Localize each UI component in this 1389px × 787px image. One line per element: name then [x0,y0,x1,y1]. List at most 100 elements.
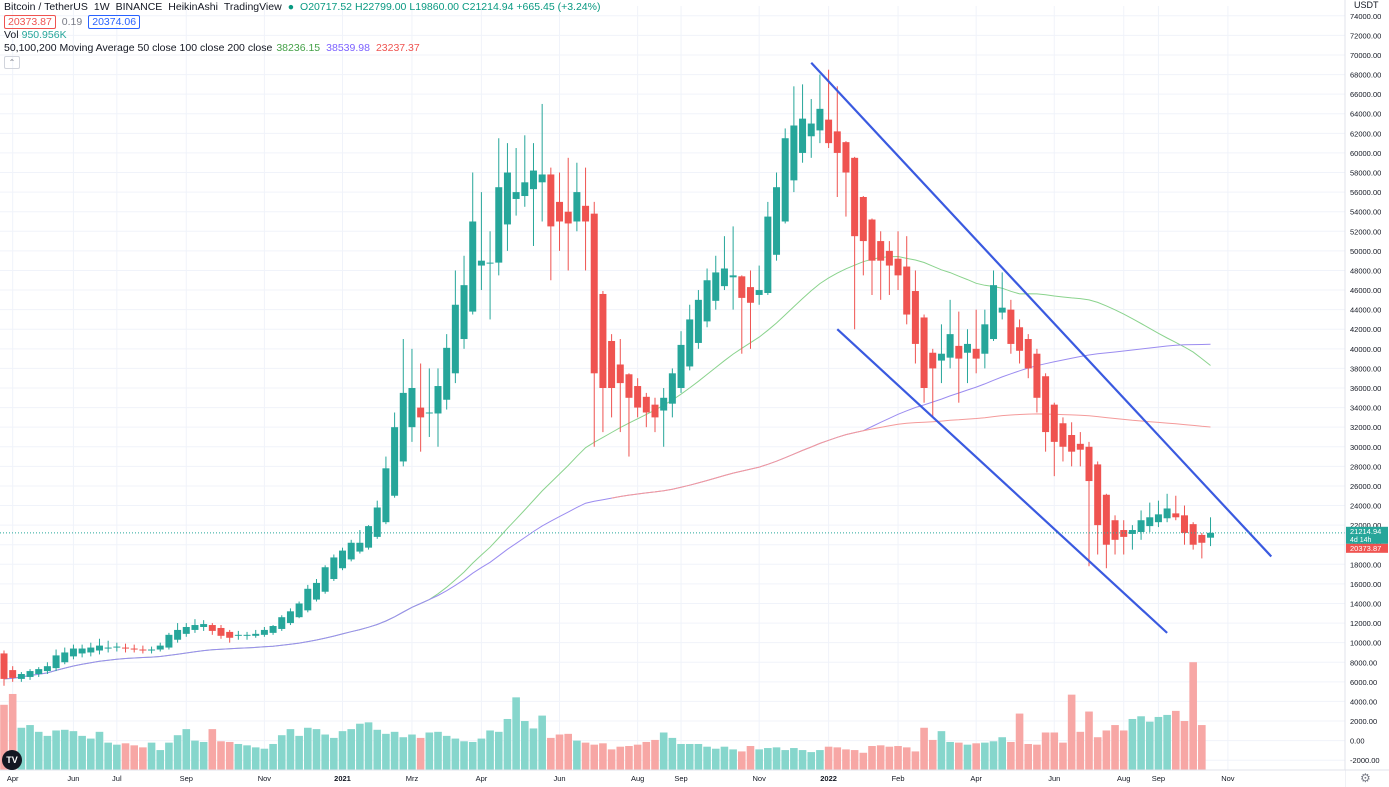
candle-body[interactable] [729,275,737,278]
candle-body[interactable] [226,631,234,638]
candle-body[interactable] [61,652,69,663]
candle-body[interactable] [929,352,937,369]
candle-body[interactable] [755,290,763,295]
candle-body[interactable] [859,197,867,242]
candle-body[interactable] [339,550,347,569]
candle-body[interactable] [894,258,902,276]
candle-body[interactable] [660,397,668,411]
candle-body[interactable] [78,648,86,654]
tradingview-logo-icon[interactable]: TV [2,750,22,770]
candle-body[interactable] [1068,435,1076,452]
candle-body[interactable] [1007,309,1015,344]
candle-body[interactable] [781,138,789,222]
candle-body[interactable] [538,174,546,183]
candle-body[interactable] [208,625,216,631]
candle-body[interactable] [625,374,633,398]
candle-body[interactable] [0,653,8,679]
candle-body[interactable] [1111,520,1119,540]
candle-body[interactable] [972,348,980,359]
candle-body[interactable] [52,655,60,669]
candle-body[interactable] [990,285,998,340]
candle-body[interactable] [286,611,294,624]
candle-body[interactable] [556,201,564,222]
candle-body[interactable] [651,404,659,418]
candle-body[interactable] [122,647,130,649]
candle-body[interactable] [443,347,451,400]
candle-body[interactable] [529,170,537,190]
candle-body[interactable] [842,142,850,173]
candle-body[interactable] [165,634,173,648]
candle-body[interactable] [104,647,112,649]
candle-body[interactable] [955,345,963,359]
candle-body[interactable] [807,123,815,137]
candle-body[interactable] [330,557,338,579]
candle-body[interactable] [1024,339,1032,369]
candle-body[interactable] [95,645,103,651]
candle-body[interactable] [616,364,624,384]
candle-body[interactable] [469,221,477,312]
candle-body[interactable] [1163,508,1171,519]
candle-body[interactable] [1154,514,1162,523]
candle-body[interactable] [425,412,433,414]
candle-body[interactable] [477,260,485,266]
candle-body[interactable] [1042,376,1050,433]
candle-body[interactable] [920,317,928,388]
candle-body[interactable] [712,272,720,301]
candle-body[interactable] [564,211,572,224]
candle-body[interactable] [87,647,95,653]
candle-body[interactable] [911,291,919,344]
candle-body[interactable] [399,392,407,462]
candle-body[interactable] [234,634,242,636]
candle-body[interactable] [1076,443,1084,450]
candle-body[interactable] [1172,513,1180,518]
settings-gear-icon[interactable]: ⚙ [1360,771,1371,785]
trendline-lower[interactable] [836,328,1168,634]
candle-body[interactable] [174,629,182,640]
candle-body[interactable] [1094,464,1102,526]
candle-body[interactable] [182,626,190,634]
candle-body[interactable] [799,118,807,153]
candle-body[interactable] [17,674,25,679]
candle-body[interactable] [937,353,945,361]
candle-body[interactable] [312,582,320,600]
candle-body[interactable] [1198,534,1206,543]
candle-body[interactable] [495,187,503,263]
candle-body[interactable] [321,567,329,592]
candle-body[interactable] [417,407,425,418]
candle-body[interactable] [521,182,529,197]
candle-body[interactable] [790,125,798,181]
trendline-upper[interactable] [810,62,1273,558]
candle-body[interactable] [486,262,494,264]
candle-body[interactable] [9,670,17,678]
candle-body[interactable] [868,219,876,261]
candle-body[interactable] [200,624,208,627]
candle-body[interactable] [1050,404,1058,442]
candle-body[interactable] [573,192,581,222]
candle-body[interactable] [69,648,77,657]
candle-body[interactable] [391,427,399,496]
candle-body[interactable] [981,324,989,354]
candle-body[interactable] [582,205,590,222]
candle-body[interactable] [599,293,607,388]
candle-body[interactable] [1146,517,1154,527]
candle-body[interactable] [764,216,772,293]
candle-body[interactable] [191,625,199,630]
candle-body[interactable] [885,250,893,266]
candle-body[interactable] [451,304,459,374]
candle-body[interactable] [773,187,781,255]
candle-body[interactable] [590,213,598,374]
symbol-name[interactable]: Bitcoin / TetherUS [4,1,88,13]
candle-body[interactable] [269,626,277,633]
candle-body[interactable] [460,285,468,340]
candle-body[interactable] [1059,423,1067,447]
candle-body[interactable] [139,649,147,651]
candle-body[interactable] [347,542,355,560]
candle-body[interactable] [373,507,381,537]
candle-body[interactable] [35,669,43,675]
candle-body[interactable] [642,396,650,413]
ask-price[interactable]: 20374.06 [88,15,141,29]
candle-body[interactable] [156,645,164,650]
candle-body[interactable] [217,627,225,636]
candle-body[interactable] [1207,532,1215,538]
candle-body[interactable] [963,343,971,353]
